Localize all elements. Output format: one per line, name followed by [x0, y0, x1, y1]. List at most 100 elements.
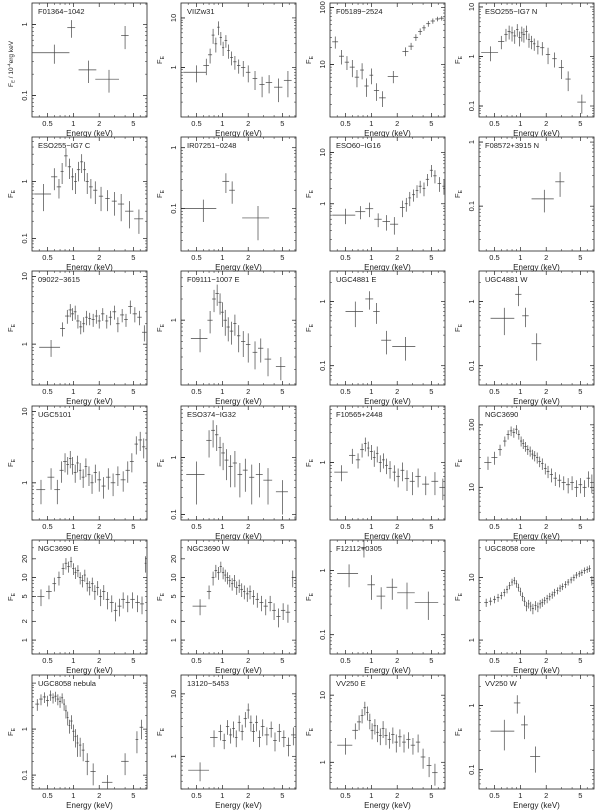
data-point: [142, 438, 146, 459]
data-point: [65, 705, 67, 719]
data-point: [259, 595, 264, 612]
x-axis-label: Energy (keV): [66, 532, 113, 541]
y-axis-label: FE: [6, 592, 17, 601]
data-point: [355, 206, 366, 220]
y-axis-label: FE: [155, 592, 166, 601]
x-tick-label: 1: [71, 656, 75, 665]
y-tick-label: 1: [467, 300, 476, 304]
plot-frame: [478, 539, 595, 655]
y-axis-label: FE: [304, 727, 315, 736]
y-axis-label: FE: [155, 189, 166, 198]
y-tick-label: 10: [20, 573, 29, 581]
data-point: [74, 173, 77, 194]
data-point: [249, 715, 253, 732]
data-point: [541, 458, 544, 470]
y-tick-label: 1: [318, 300, 327, 304]
x-axis-label: Energy (keV): [215, 666, 262, 675]
data-point: [519, 436, 523, 447]
y-tick-label: 1: [318, 460, 327, 464]
data-point: [492, 595, 496, 604]
x-tick-label: 2: [246, 791, 250, 800]
x-tick-label: 1: [518, 656, 522, 665]
data-point: [223, 309, 227, 336]
panel-title: ESO374−IG32: [187, 410, 236, 419]
x-tick-label: 1: [518, 253, 522, 262]
data-point: [527, 33, 531, 48]
data-point: [243, 585, 246, 600]
data-point: [121, 753, 129, 776]
data-series: [35, 690, 144, 789]
x-axis-label: Energy (keV): [364, 801, 411, 810]
spectrum-panel: 0.5 1 2 5 1 2 5 10 20 Energy (keV) FE NGC3690 W: [155, 539, 297, 675]
data-point: [430, 18, 435, 24]
x-tick-label: 2: [395, 791, 399, 800]
data-point: [566, 478, 571, 494]
data-point: [522, 28, 526, 43]
data-point: [515, 286, 522, 307]
plot-frame: [180, 270, 297, 386]
data-point: [422, 476, 430, 496]
data-series: [39, 300, 147, 357]
data-point: [291, 727, 296, 746]
x-tick-label: 5: [131, 791, 135, 800]
x-tick-label: 1: [220, 656, 224, 665]
data-point: [210, 730, 218, 748]
data-point: [538, 456, 542, 468]
data-series: [188, 703, 296, 782]
data-point: [68, 719, 71, 734]
data-point: [36, 479, 46, 505]
data-point: [337, 564, 359, 588]
data-point: [378, 455, 382, 473]
data-point: [264, 348, 272, 377]
data-point: [439, 15, 444, 21]
panel-title: NGC3690: [485, 410, 518, 419]
data-point: [222, 173, 230, 193]
data-point: [76, 314, 80, 329]
data-point: [96, 581, 100, 596]
data-point: [109, 595, 114, 613]
data-point: [255, 592, 259, 608]
data-point: [352, 723, 359, 740]
panel-title: F09111−1007 E: [187, 275, 239, 284]
panel-title: ESO255−IG7 N: [485, 7, 537, 16]
y-tick-label: 10: [318, 148, 327, 156]
data-point: [245, 333, 251, 363]
data-point: [214, 37, 218, 53]
data-point: [355, 453, 361, 469]
y-tick-label: 1: [467, 638, 476, 642]
data-point: [125, 201, 134, 229]
data-point: [263, 468, 273, 505]
data-point: [203, 58, 210, 76]
x-tick-label: 1: [220, 522, 224, 531]
y-tick-label: 0.1: [169, 509, 178, 519]
data-point: [48, 690, 52, 701]
x-tick-label: 5: [578, 791, 582, 800]
data-point: [224, 569, 227, 582]
data-point: [439, 478, 445, 501]
data-point: [369, 68, 374, 85]
y-axis-label: FE: [453, 727, 464, 736]
data-point: [367, 575, 375, 600]
y-tick-label: 1: [467, 54, 476, 58]
data-point: [555, 172, 565, 197]
panel-title: 09022−3615: [38, 275, 80, 284]
data-point: [241, 331, 246, 357]
y-axis-label: FE: [453, 592, 464, 601]
x-tick-label: 2: [395, 387, 399, 396]
data-point: [356, 715, 362, 731]
data-point: [94, 309, 98, 324]
data-point: [533, 451, 536, 462]
data-point: [217, 21, 220, 36]
data-point: [512, 428, 516, 438]
data-point: [37, 589, 45, 607]
x-tick-label: 2: [97, 387, 101, 396]
y-tick-label: 2: [169, 619, 178, 623]
data-series: [32, 20, 129, 93]
panel-title: F01364−1042: [38, 7, 85, 16]
data-point: [534, 601, 537, 611]
data-series: [481, 24, 586, 114]
data-point: [508, 582, 511, 590]
data-point: [245, 65, 251, 83]
